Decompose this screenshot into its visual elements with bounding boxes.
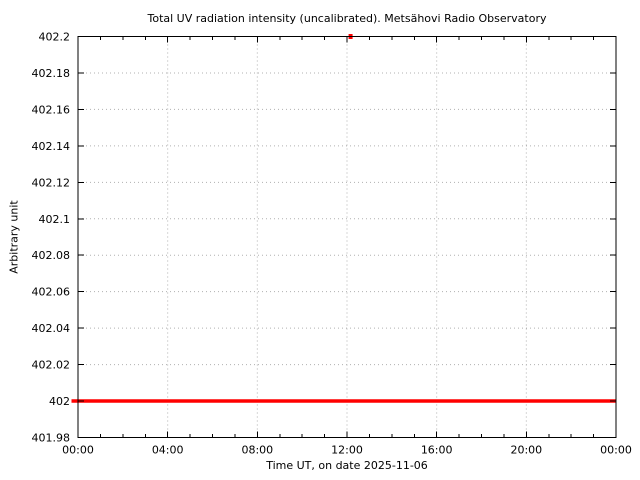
- x-tick-label: 00:00: [600, 444, 632, 457]
- x-tick-label: 12:00: [331, 444, 363, 457]
- x-tick-label: 20:00: [510, 444, 542, 457]
- y-tick-label: 402.02: [32, 359, 71, 372]
- x-tick-label: 08:00: [241, 444, 273, 457]
- y-tick-label: 402.18: [32, 67, 71, 80]
- grid-lines: [78, 36, 616, 438]
- tick-labels: 401.98402402.02402.04402.06402.08402.140…: [32, 31, 632, 457]
- x-axis-label: Time UT, on date 2025-11-06: [266, 459, 428, 472]
- y-tick-label: 402.2: [39, 31, 71, 44]
- chart-title: Total UV radiation intensity (uncalibrat…: [147, 12, 547, 25]
- y-tick-label: 402.14: [32, 140, 71, 153]
- y-tick-label: 402.16: [32, 103, 71, 116]
- y-tick-label: 402.12: [32, 176, 71, 189]
- y-tick-label: 402.1: [39, 213, 71, 226]
- axes-frame: [77, 36, 617, 438]
- y-tick-label: 402.04: [32, 322, 71, 335]
- x-tick-label: 16:00: [421, 444, 453, 457]
- y-tick-label: 402.08: [32, 249, 71, 262]
- x-tick-label: 04:00: [152, 444, 184, 457]
- y-tick-label: 402: [49, 395, 70, 408]
- x-tick-label: 00:00: [62, 444, 94, 457]
- y-tick-label: 402.06: [32, 286, 71, 299]
- y-tick-label: 401.98: [32, 432, 71, 445]
